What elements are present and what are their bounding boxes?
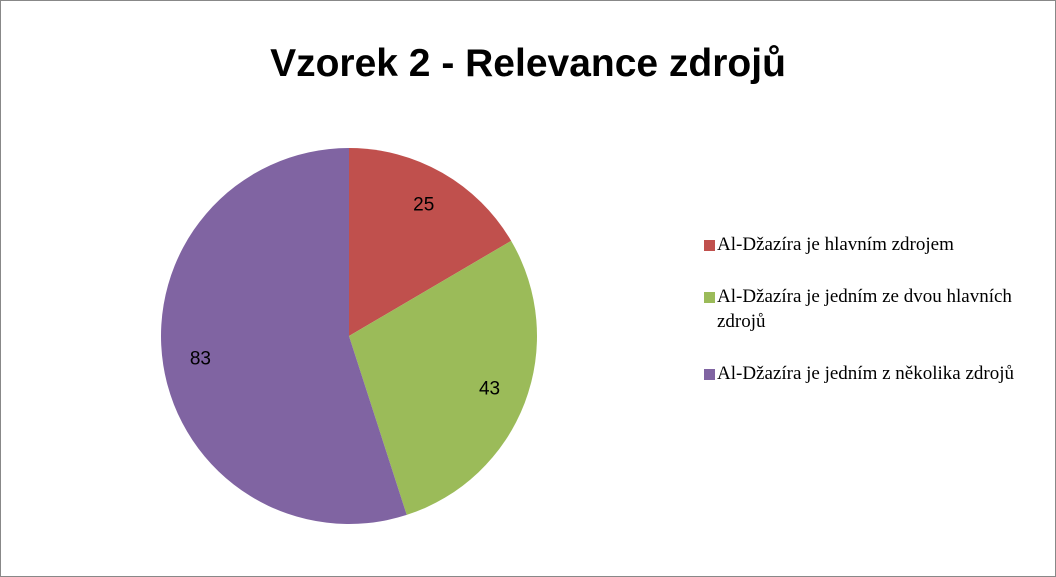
pie-slice: [349, 240, 537, 515]
pie-slice: [349, 148, 512, 336]
legend-swatch: [704, 292, 715, 303]
legend-label: Al-Džazíra je hlavním zdrojem: [717, 234, 954, 255]
data-label: 25: [413, 195, 434, 216]
legend-item: Al-Džazíra je hlavním zdrojem: [704, 232, 1044, 257]
chart-title: Vzorek 2 - Relevance zdrojů: [270, 42, 786, 85]
legend: Al-Džazíra je hlavním zdrojem Al-Džazíra …: [704, 232, 1044, 413]
pie-slice: [160, 148, 407, 524]
legend-label: Al-Džazíra je jedním z několika zdrojů: [717, 363, 1015, 384]
legend-item: Al-Džazíra je jedním z několika zdrojů: [704, 361, 1044, 386]
legend-item: Al-Džazíra je jedním ze dvou hlavních zd…: [704, 284, 1044, 334]
data-label: 43: [479, 379, 500, 400]
legend-swatch: [704, 369, 715, 380]
legend-label: Al-Džazíra je jedním ze dvou hlavních zd…: [717, 286, 1012, 332]
data-label: 83: [190, 348, 211, 369]
legend-swatch: [704, 240, 715, 251]
